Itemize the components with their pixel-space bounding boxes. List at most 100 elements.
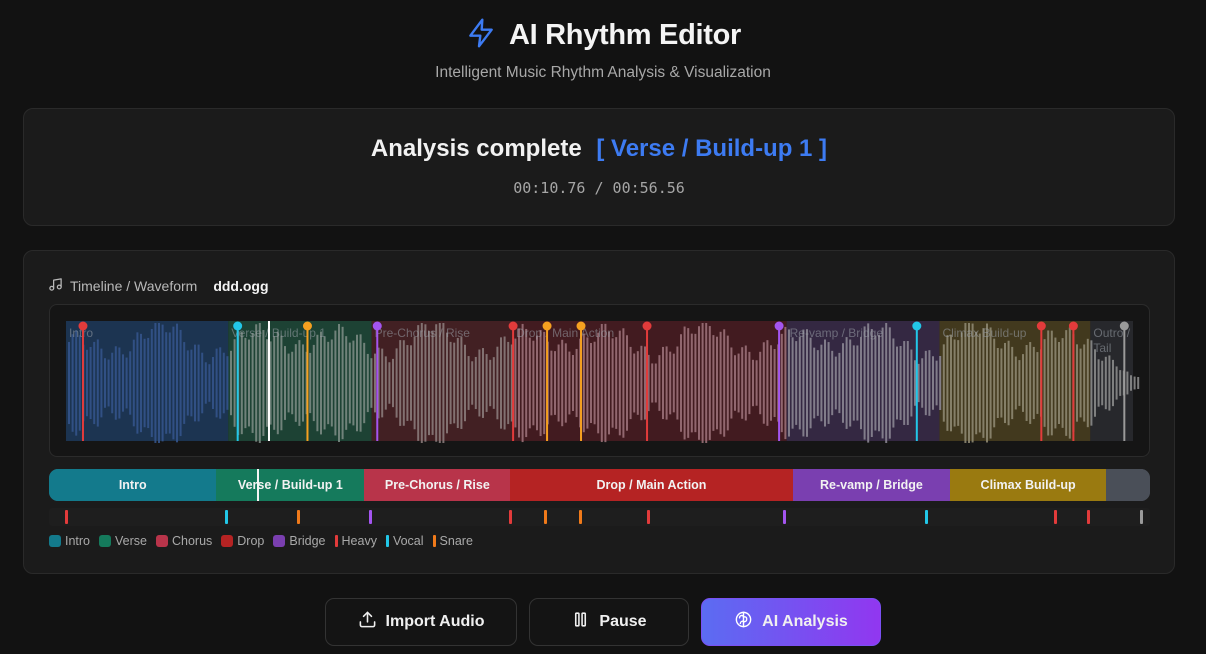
legend-label: Heavy: [341, 534, 377, 548]
track-marker-end[interactable]: [1139, 510, 1143, 524]
wave-bar: [1025, 345, 1028, 421]
wave-bar: [626, 335, 628, 431]
wave-bar: [791, 337, 794, 429]
wave-bar: [75, 330, 78, 436]
wave-marker-vocal[interactable]: [233, 321, 243, 442]
track-marker-snare[interactable]: [296, 510, 300, 524]
pause-button[interactable]: Pause: [529, 598, 689, 646]
track-marker-snare[interactable]: [543, 510, 547, 524]
section-segment[interactable]: Pre-Chorus / Rise: [364, 469, 511, 501]
wave-bar: [226, 356, 229, 410]
wave-bar: [622, 328, 625, 438]
legend-label: Verse: [115, 534, 147, 548]
wave-bar: [748, 351, 751, 415]
wave-bar: [334, 330, 337, 436]
wave-bar: [518, 328, 520, 438]
section-segment[interactable]: Intro: [49, 469, 217, 501]
wave-bar: [590, 342, 592, 424]
wave-bar: [431, 331, 434, 435]
wave-bar: [219, 347, 222, 419]
track-marker-heavy[interactable]: [65, 510, 69, 524]
wave-bar: [150, 329, 153, 437]
wave-marker-snare[interactable]: [542, 321, 552, 442]
wave-bar: [719, 331, 722, 435]
wave-bar: [147, 337, 150, 429]
track-marker-vocal[interactable]: [224, 510, 228, 524]
track-marker-heavy[interactable]: [1086, 510, 1090, 524]
legend-swatch: [221, 535, 234, 547]
import-audio-label: Import Audio: [385, 613, 485, 630]
wave-bar: [726, 335, 729, 431]
wave-bar: [842, 343, 844, 423]
wave-marker-snare[interactable]: [576, 321, 586, 442]
section-segment[interactable]: Verse / Build-up 1: [216, 469, 365, 501]
app-header: AI Rhythm Editor Intelligent Music Rhyth…: [0, 14, 1206, 82]
track-marker-bridge[interactable]: [783, 510, 787, 524]
wave-bar: [413, 336, 416, 430]
wave-bar: [672, 353, 675, 413]
wave-bar: [294, 344, 297, 422]
section-segment[interactable]: Climax Build-up: [950, 469, 1106, 501]
wave-marker-heavy[interactable]: [1068, 321, 1078, 442]
waveform-view[interactable]: Intro Verse / Build-up 1 Pre-Chorus / Rise…: [49, 304, 1150, 457]
wave-bar: [798, 336, 801, 430]
wave-marker-snare[interactable]: [302, 321, 312, 442]
wave-marker-bridge[interactable]: [372, 321, 382, 442]
import-audio-button[interactable]: Import Audio: [325, 598, 517, 646]
legend-item: Snare: [432, 534, 473, 548]
legend-item: Verse: [99, 534, 147, 548]
ai-analysis-button[interactable]: AI Analysis: [701, 598, 881, 646]
wave-bar: [176, 323, 178, 443]
wave-bar: [806, 329, 808, 437]
wave-bar: [633, 353, 636, 413]
wave-bar: [852, 345, 855, 421]
wave-marker-heavy[interactable]: [1036, 321, 1046, 442]
wave-bar: [1076, 344, 1078, 422]
wave-bar: [514, 338, 517, 428]
wave-bar: [309, 352, 312, 414]
wave-bar: [129, 351, 132, 415]
wave-bar: [647, 354, 650, 412]
wave-marker-heavy[interactable]: [78, 321, 88, 442]
legend-label: Bridge: [289, 534, 326, 548]
wave-bar: [860, 336, 862, 430]
wave-bar: [874, 335, 877, 431]
legend-swatch: [385, 535, 389, 547]
track-marker-bridge[interactable]: [368, 510, 372, 524]
track-marker-vocal[interactable]: [925, 510, 929, 524]
wave-marker-vocal[interactable]: [912, 321, 922, 442]
wave-marker-heavy[interactable]: [642, 321, 652, 442]
wave-bar: [737, 353, 740, 413]
wave-bar: [179, 329, 182, 437]
wave-bar: [946, 335, 949, 431]
track-marker-heavy[interactable]: [1053, 510, 1057, 524]
status-line: Analysis complete [ Verse / Build-up 1 ]: [24, 135, 1174, 163]
wave-bar: [298, 340, 301, 426]
wave-bar: [388, 362, 391, 404]
section-segment[interactable]: Drop / Main Action: [510, 469, 793, 501]
wave-bar: [971, 323, 974, 443]
wave-bar: [89, 346, 92, 420]
track-marker-heavy[interactable]: [647, 510, 651, 524]
marker-track[interactable]: [49, 508, 1150, 526]
wave-bar: [140, 333, 142, 433]
wave-bar: [543, 331, 546, 435]
track-marker-snare[interactable]: [578, 510, 582, 524]
wave-bar: [644, 346, 646, 420]
section-segment[interactable]: [1106, 469, 1150, 501]
wave-bar: [194, 344, 196, 422]
wave-marker-end[interactable]: [1119, 321, 1129, 442]
legend-swatch: [49, 535, 61, 547]
wave-marker-heavy[interactable]: [508, 321, 518, 442]
wave-section-bg: [786, 321, 940, 441]
wave-section-label: Pre-Chorus / Rise: [375, 326, 471, 340]
waveform-svg[interactable]: Intro Verse / Build-up 1 Pre-Chorus / Rise…: [50, 305, 1150, 457]
wave-section-label: Drop / Main Action: [516, 326, 614, 340]
wave-marker-bridge[interactable]: [774, 321, 784, 442]
track-marker-heavy[interactable]: [508, 510, 512, 524]
wave-bar: [1004, 342, 1006, 424]
wave-bar: [291, 351, 294, 415]
section-segment[interactable]: Re-vamp / Bridge: [792, 469, 951, 501]
section-bar[interactable]: Intro Verse / Build-up 1 Pre-Chorus / Rise…: [49, 469, 1150, 501]
wave-bar: [1065, 330, 1068, 436]
